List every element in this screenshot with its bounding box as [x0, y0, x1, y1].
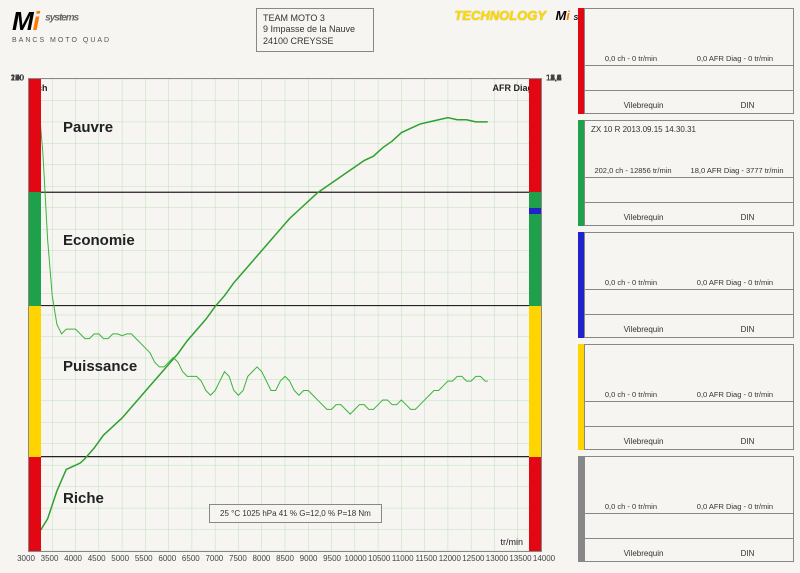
logo-letter-i: i	[33, 6, 39, 36]
panel-title: ZX 10 R 2013.09.15 14.30.31	[591, 125, 696, 134]
panel-bot-right: DIN	[741, 101, 755, 110]
tech-brand-m: M	[555, 8, 566, 23]
panel-measurements: 0,0 ch - 0 tr/min 0,0 AFR Diag - 0 tr/mi…	[585, 54, 793, 63]
panel-meas-left: 0,0 ch - 0 tr/min	[605, 502, 657, 511]
panel-2: 0,0 ch - 0 tr/min 0,0 AFR Diag - 0 tr/mi…	[584, 232, 794, 338]
zone-label-puissance: Puissance	[63, 358, 137, 375]
panel-bot-right: DIN	[741, 213, 755, 222]
panel-meas-right: 18,0 AFR Diag - 3777 tr/min	[691, 166, 784, 175]
panel-4: 0,0 ch - 0 tr/min 0,0 AFR Diag - 0 tr/mi…	[584, 456, 794, 562]
panel-meas-left: 0,0 ch - 0 tr/min	[605, 390, 657, 399]
right-marker	[529, 208, 541, 214]
panel-bot-right: DIN	[741, 437, 755, 446]
panel-bot-left: Vilebrequin	[624, 213, 664, 222]
panel-bot-right: DIN	[741, 549, 755, 558]
plot-svg	[29, 79, 541, 551]
panel-color-tab	[578, 120, 584, 226]
zone-band-pauvre	[29, 79, 41, 192]
brand-logo: Mi systems BANCS MOTO QUAD	[12, 6, 111, 44]
panel-footer: Vilebrequin DIN	[585, 213, 793, 222]
logo-subtitle: BANCS MOTO QUAD	[12, 37, 111, 44]
panel-bot-right: DIN	[741, 325, 755, 334]
zone-label-economie: Economie	[63, 232, 135, 249]
panel-footer: Vilebrequin DIN	[585, 101, 793, 110]
logo-systems: systems	[45, 12, 78, 23]
x-axis-labels: 3000350040004500500055006000650070007500…	[26, 554, 544, 566]
zone-band-pauvre	[529, 79, 541, 192]
panel-3: 0,0 ch - 0 tr/min 0,0 AFR Diag - 0 tr/mi…	[584, 344, 794, 450]
panel-measurements: 0,0 ch - 0 tr/min 0,0 AFR Diag - 0 tr/mi…	[585, 278, 793, 287]
panel-bot-left: Vilebrequin	[624, 101, 664, 110]
panel-1: ZX 10 R 2013.09.15 14.30.31 202,0 ch - 1…	[584, 120, 794, 226]
zone-label-riche: Riche	[63, 490, 104, 507]
panel-footer: Vilebrequin DIN	[585, 325, 793, 334]
right-axis-unit: AFR Diag	[493, 83, 534, 93]
zone-band-puissance	[529, 306, 541, 457]
zone-band-riche	[529, 457, 541, 551]
zone-band-puissance	[29, 306, 41, 457]
panel-0: 0,0 ch - 0 tr/min 0,0 AFR Diag - 0 tr/mi…	[584, 8, 794, 114]
zone-band-riche	[29, 457, 41, 551]
logo-letter-m: M	[12, 6, 33, 36]
panel-meas-left: 202,0 ch - 12856 tr/min	[594, 166, 671, 175]
panel-meas-right: 0,0 AFR Diag - 0 tr/min	[697, 390, 773, 399]
panel-measurements: 0,0 ch - 0 tr/min 0,0 AFR Diag - 0 tr/mi…	[585, 390, 793, 399]
panel-color-tab	[578, 456, 584, 562]
tech-word: TECHNOLOGY	[454, 8, 546, 23]
panel-meas-right: 0,0 AFR Diag - 0 tr/min	[697, 278, 773, 287]
panel-footer: Vilebrequin DIN	[585, 437, 793, 446]
zone-label-pauvre: Pauvre	[63, 119, 113, 136]
panel-meas-left: 0,0 ch - 0 tr/min	[605, 278, 657, 287]
x-axis-unit: tr/min	[501, 537, 524, 547]
plot-area: ch AFR Diag tr/min 25 °C 1025 hPa 41 % G…	[28, 78, 542, 552]
dyno-chart: 0102030405060708090100110120130140150160…	[8, 78, 566, 566]
panel-meas-right: 0,0 AFR Diag - 0 tr/min	[697, 502, 773, 511]
panel-bot-left: Vilebrequin	[624, 549, 664, 558]
result-panels: 0,0 ch - 0 tr/min 0,0 AFR Diag - 0 tr/mi…	[584, 8, 794, 568]
panel-bot-left: Vilebrequin	[624, 325, 664, 334]
panel-bot-left: Vilebrequin	[624, 437, 664, 446]
panel-footer: Vilebrequin DIN	[585, 549, 793, 558]
zone-band-economie	[29, 192, 41, 305]
address-box: TEAM MOTO 3 9 Impasse de la Nauve 24100 …	[256, 8, 374, 52]
panel-measurements: 202,0 ch - 12856 tr/min 18,0 AFR Diag - …	[585, 166, 793, 175]
panel-meas-left: 0,0 ch - 0 tr/min	[605, 54, 657, 63]
tech-brand-i: i	[566, 8, 570, 23]
panel-color-tab	[578, 232, 584, 338]
panel-measurements: 0,0 ch - 0 tr/min 0,0 AFR Diag - 0 tr/mi…	[585, 502, 793, 511]
panel-meas-right: 0,0 AFR Diag - 0 tr/min	[697, 54, 773, 63]
conditions-box: 25 °C 1025 hPa 41 % G=12,0 % P=18 Nm	[209, 504, 382, 523]
panel-color-tab	[578, 344, 584, 450]
panel-color-tab	[578, 8, 584, 114]
